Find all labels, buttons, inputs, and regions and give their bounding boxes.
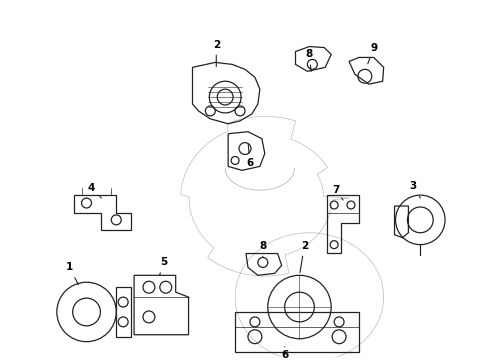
Text: 6: 6 bbox=[281, 347, 288, 360]
Text: 9: 9 bbox=[368, 42, 377, 64]
Text: 2: 2 bbox=[300, 240, 308, 273]
Text: 2: 2 bbox=[213, 40, 220, 67]
Text: 1: 1 bbox=[66, 262, 78, 285]
Text: 8: 8 bbox=[259, 240, 267, 257]
Text: 5: 5 bbox=[160, 257, 168, 275]
Text: 7: 7 bbox=[332, 185, 343, 200]
Text: 8: 8 bbox=[306, 49, 313, 72]
Text: 4: 4 bbox=[88, 183, 101, 198]
Text: 6: 6 bbox=[246, 144, 254, 168]
Text: 3: 3 bbox=[410, 181, 420, 198]
